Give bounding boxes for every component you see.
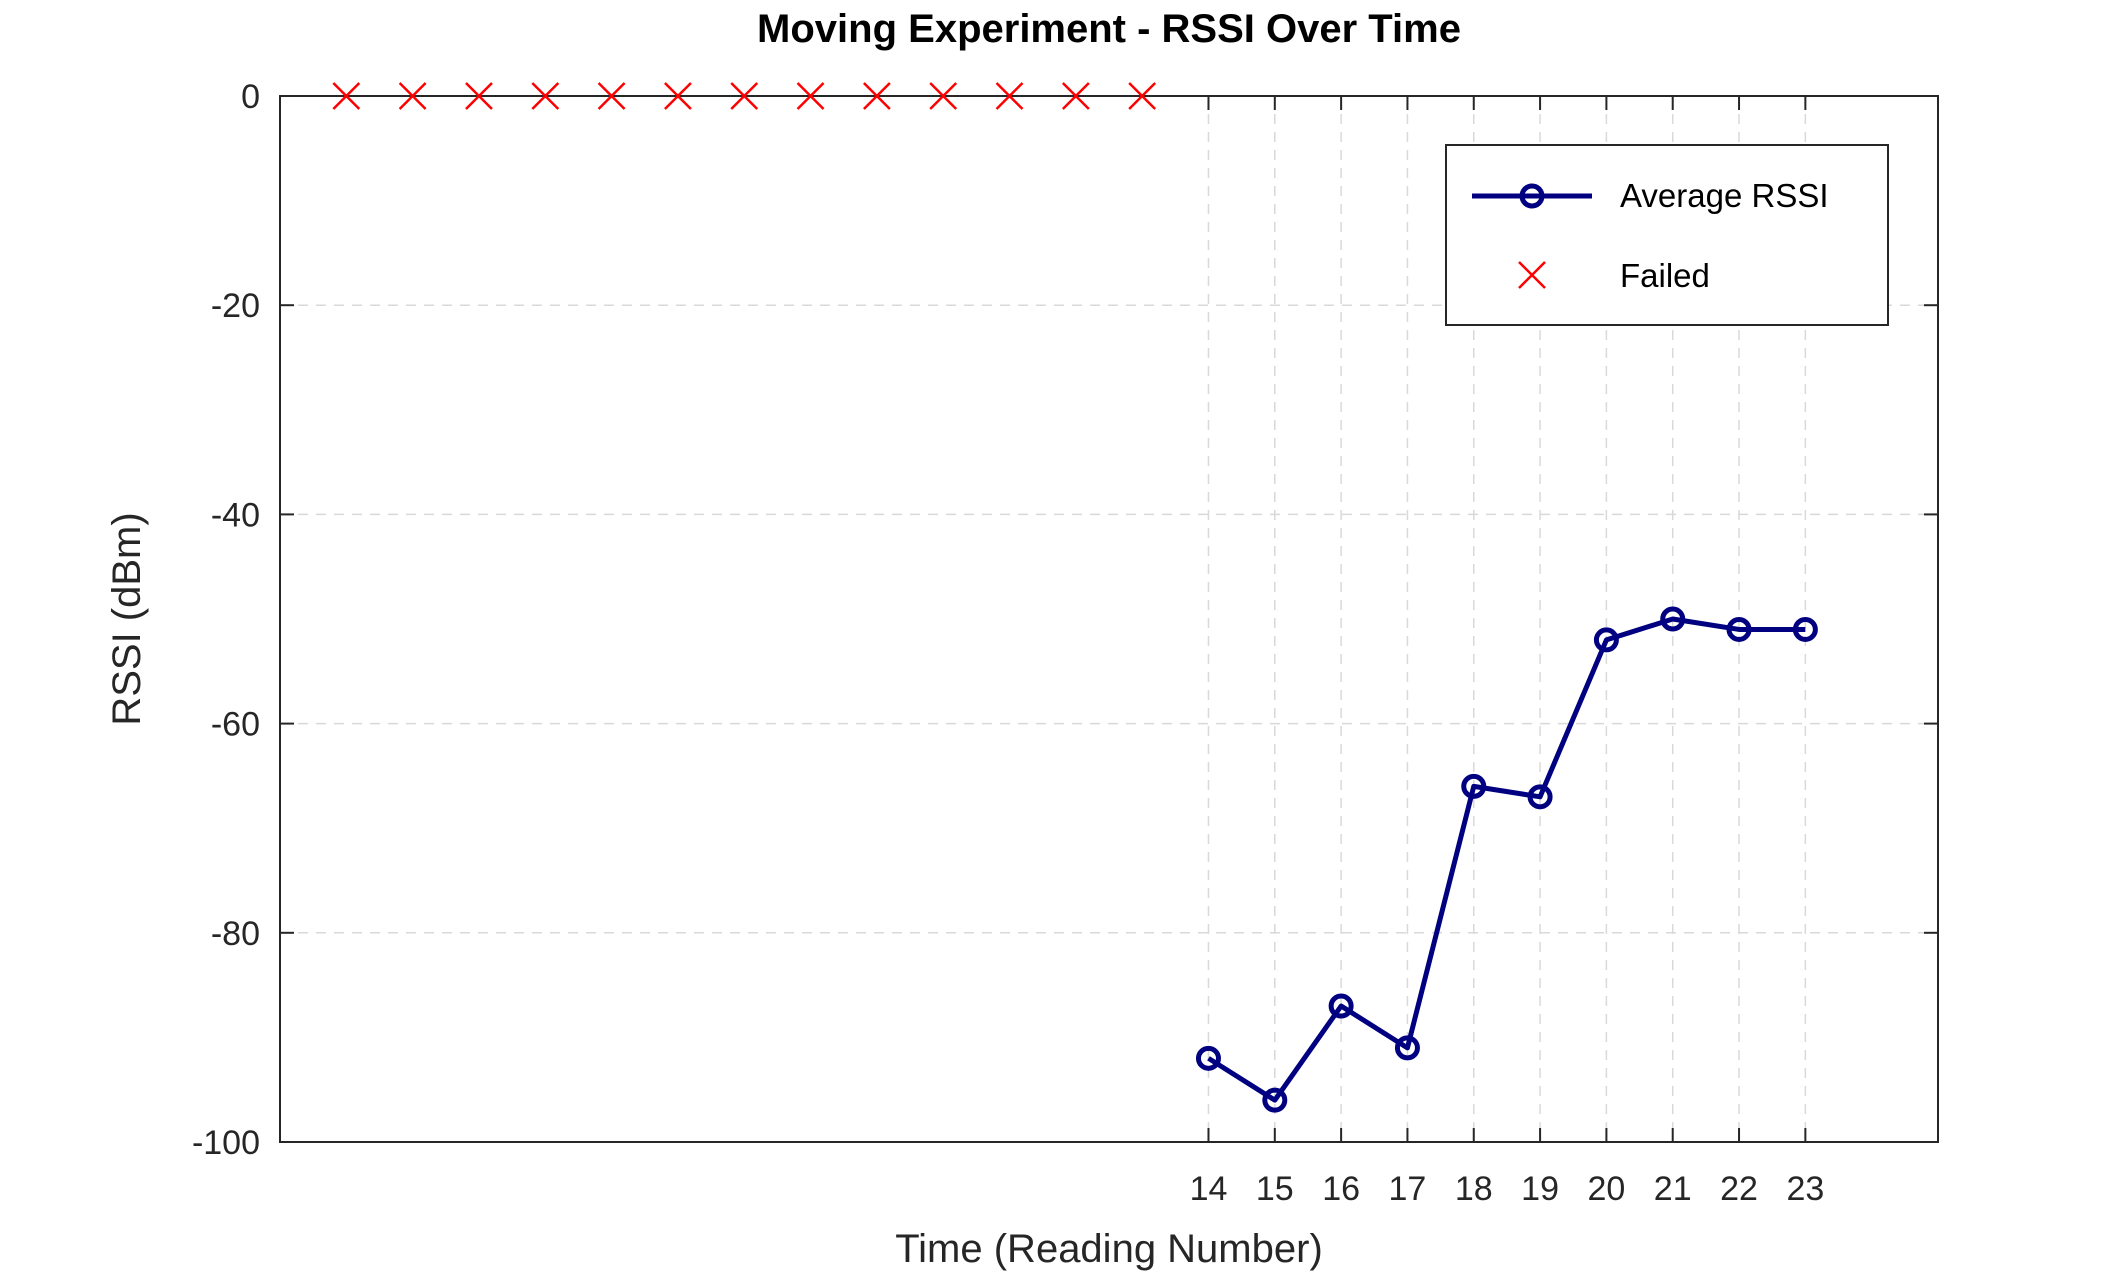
failed-point	[664, 82, 692, 110]
failed-point	[465, 82, 493, 110]
x-tick-label: 22	[1720, 1170, 1758, 1208]
failed-point	[531, 82, 560, 110]
y-tick-label: -60	[211, 706, 260, 744]
legend: Average RSSI Failed	[1445, 144, 1889, 326]
axis-ticks: 0 -20 -40 -60 -80 -100 14 15 16 17 18 19 20 21 22 23	[192, 78, 1938, 1208]
plot-area-frame	[279, 95, 1939, 1143]
series-group	[332, 82, 1818, 1113]
x-axis-label: Time (Reading Number)	[895, 1227, 1323, 1271]
y-tick-label: -100	[192, 1124, 260, 1162]
failed-point	[862, 82, 891, 110]
average-rssi-point	[1726, 616, 1752, 642]
failed-point	[332, 82, 361, 110]
x-tick-label: 14	[1190, 1170, 1228, 1208]
failed-point	[995, 82, 1024, 110]
average-rssi-point	[1792, 616, 1818, 642]
failed-point	[929, 82, 958, 110]
average-rssi-point	[1527, 784, 1553, 810]
x-tick-label: 20	[1587, 1170, 1625, 1208]
x-tick-label: 23	[1786, 1170, 1824, 1208]
x-tick-label: 16	[1322, 1170, 1360, 1208]
y-tick-label: -40	[211, 496, 260, 534]
average-rssi-point	[1461, 773, 1487, 799]
chart-title: Moving Experiment - RSSI Over Time	[757, 7, 1461, 51]
x-tick-label: 17	[1389, 1170, 1427, 1208]
x-tick-label: 18	[1455, 1170, 1493, 1208]
average-rssi-line	[1207, 616, 1806, 1103]
x-tick-label: 21	[1654, 1170, 1692, 1208]
average-rssi-point	[1328, 993, 1354, 1019]
y-tick-label: -20	[211, 287, 260, 325]
average-rssi-point	[1660, 606, 1686, 632]
x-tick-label: 15	[1256, 1170, 1294, 1208]
failed-point	[1061, 82, 1090, 110]
y-tick-label: 0	[241, 78, 260, 116]
legend-marker-average-rssi	[1519, 183, 1545, 209]
legend-label-average-rssi: Average RSSI	[1620, 177, 1829, 214]
failed-point	[796, 82, 825, 110]
failed-point	[1128, 82, 1157, 110]
average-rssi-point	[1394, 1035, 1420, 1061]
legend-marker-failed	[1518, 261, 1546, 289]
legend-box	[1445, 144, 1889, 326]
average-rssi-point	[1262, 1087, 1288, 1113]
failed-point	[597, 82, 626, 110]
x-tick-label: 19	[1521, 1170, 1559, 1208]
failed-point	[730, 82, 759, 110]
average-rssi-point	[1593, 627, 1619, 653]
y-tick-label: -80	[211, 915, 260, 953]
failed-point	[398, 82, 427, 110]
legend-label-failed: Failed	[1620, 257, 1710, 294]
y-axis-label: RSSI (dBm)	[105, 512, 149, 725]
average-rssi-point	[1195, 1045, 1221, 1071]
